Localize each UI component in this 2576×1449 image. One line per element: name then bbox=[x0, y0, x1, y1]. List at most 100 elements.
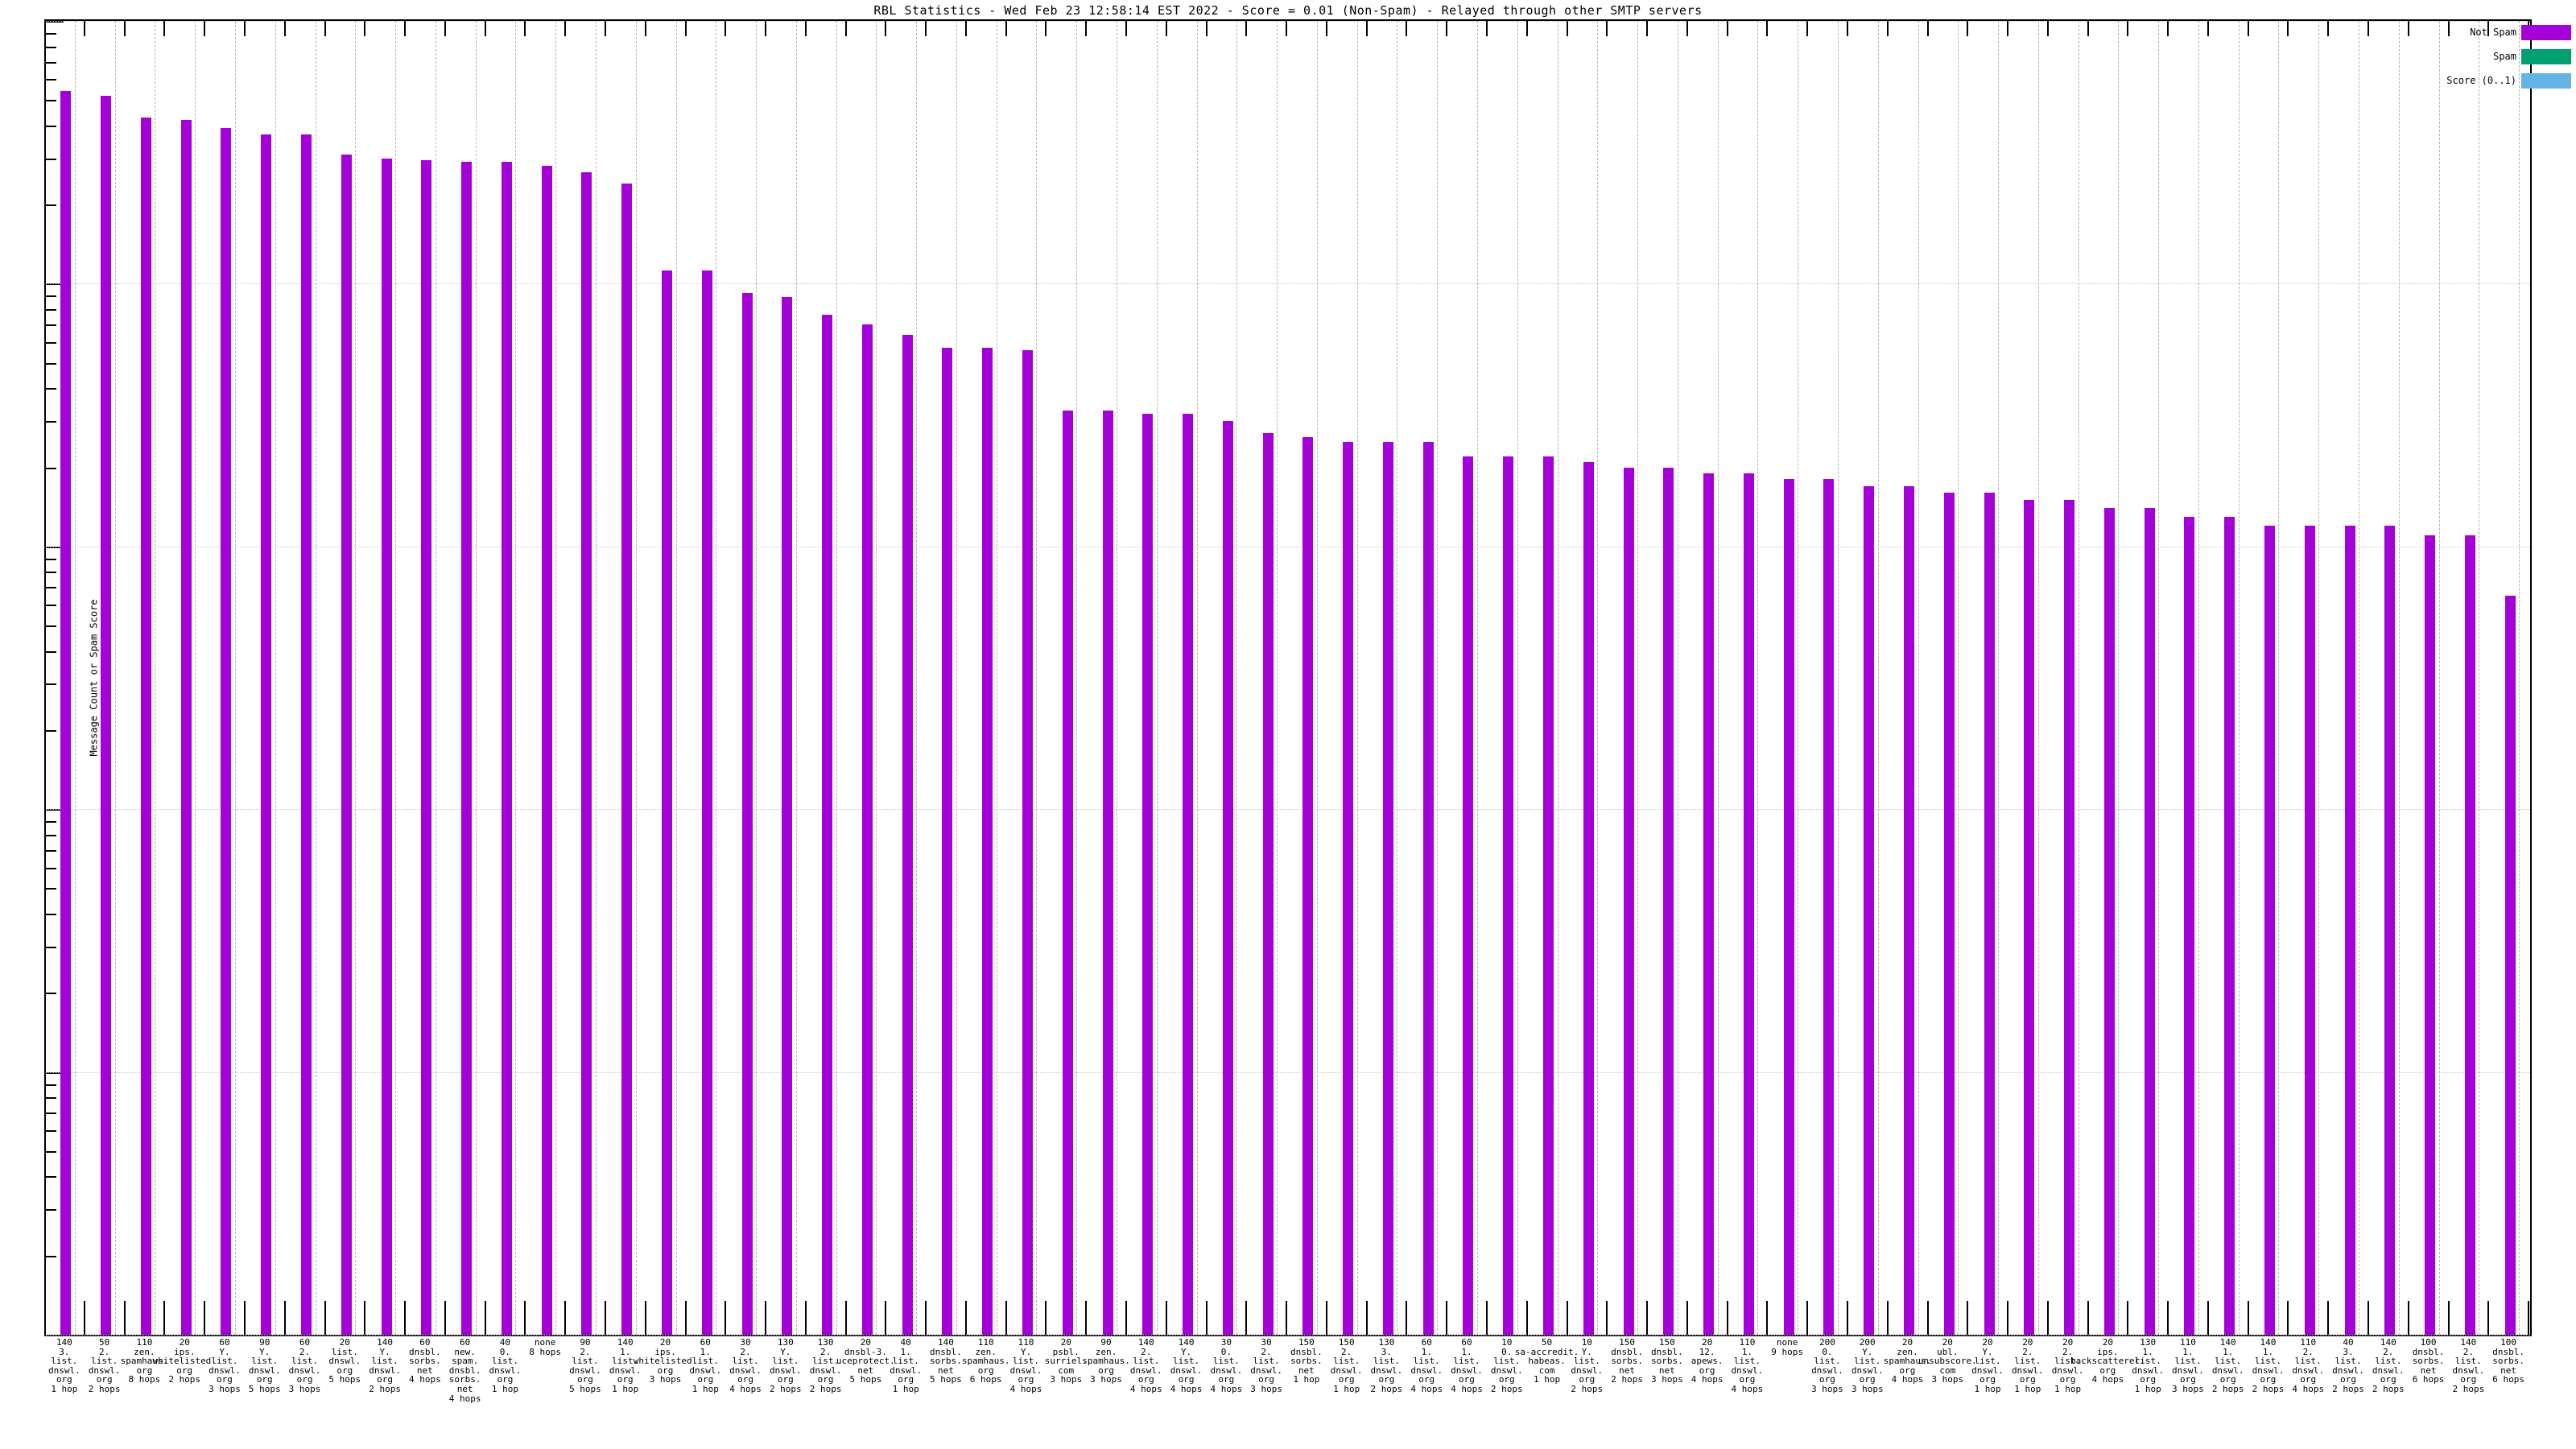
bar[interactable] bbox=[1783, 479, 1794, 1335]
x-gridline bbox=[275, 21, 276, 1335]
bar[interactable] bbox=[982, 348, 993, 1335]
bar[interactable] bbox=[1142, 413, 1154, 1335]
bar[interactable] bbox=[782, 296, 793, 1335]
bar[interactable] bbox=[2504, 595, 2516, 1335]
x-axis-label-line: org bbox=[1979, 1374, 1996, 1385]
bar[interactable] bbox=[1422, 441, 1434, 1335]
x-axis-label-line: 4 hops bbox=[729, 1383, 762, 1394]
bar[interactable] bbox=[2144, 508, 2155, 1335]
x-axis-label-line: list. bbox=[2054, 1356, 2082, 1367]
bar[interactable] bbox=[2184, 516, 2195, 1335]
x-axis-label-line: 140 bbox=[937, 1337, 954, 1348]
bar[interactable] bbox=[1623, 467, 1634, 1335]
bar[interactable] bbox=[1583, 461, 1594, 1335]
x-axis-tick-top bbox=[123, 20, 126, 36]
bar[interactable] bbox=[1343, 441, 1354, 1335]
x-gridline bbox=[355, 21, 357, 1335]
x-axis-label-line: 20 bbox=[860, 1337, 871, 1348]
bar[interactable] bbox=[701, 270, 712, 1335]
bar[interactable] bbox=[421, 160, 432, 1335]
x-axis-tick-top bbox=[564, 20, 567, 36]
x-axis-label-line: list. bbox=[1212, 1356, 1240, 1367]
legend-item[interactable]: Spam bbox=[2410, 47, 2571, 66]
bar[interactable] bbox=[2384, 525, 2396, 1335]
bar[interactable] bbox=[942, 348, 953, 1335]
bar[interactable] bbox=[2264, 525, 2275, 1335]
bar[interactable] bbox=[60, 91, 72, 1335]
bar[interactable] bbox=[1663, 467, 1674, 1335]
bar[interactable] bbox=[140, 117, 151, 1335]
x-axis-label-line: org bbox=[136, 1364, 153, 1376]
x-axis-label-line: whitelisted. bbox=[633, 1356, 698, 1367]
bar[interactable] bbox=[1743, 473, 1754, 1335]
bar[interactable] bbox=[1183, 413, 1194, 1335]
bar[interactable] bbox=[1984, 493, 1995, 1335]
x-axis-label: 150 2. list. dnswl. org 1 hop bbox=[1331, 1338, 1363, 1394]
bar[interactable] bbox=[1302, 437, 1314, 1335]
x-axis-label-line: list. bbox=[1733, 1356, 1761, 1367]
x-axis-label-line: 1 hop bbox=[691, 1383, 719, 1394]
bar[interactable] bbox=[621, 184, 633, 1335]
x-axis-label-line: 130 bbox=[2140, 1337, 2157, 1348]
x-axis-label-line: 2. bbox=[580, 1346, 591, 1357]
bar[interactable] bbox=[1382, 441, 1393, 1335]
bar[interactable] bbox=[261, 134, 272, 1335]
bar[interactable] bbox=[1703, 473, 1715, 1335]
y-axis-minor-tick bbox=[46, 650, 56, 653]
x-axis-label-line: 100 bbox=[2420, 1337, 2437, 1348]
bar[interactable] bbox=[381, 158, 392, 1335]
x-gridline bbox=[515, 21, 517, 1335]
legend-item[interactable]: Not Spam bbox=[2410, 23, 2571, 42]
bar[interactable] bbox=[1823, 479, 1835, 1335]
bar[interactable] bbox=[861, 324, 873, 1335]
x-axis-label-line: dnswl. bbox=[369, 1364, 401, 1376]
bar[interactable] bbox=[1222, 421, 1233, 1335]
bar[interactable] bbox=[221, 128, 232, 1335]
y-axis-major-tick bbox=[46, 21, 64, 23]
x-axis-label-line: zen. bbox=[1095, 1346, 1117, 1357]
bar[interactable] bbox=[101, 95, 112, 1335]
legend-item[interactable]: Score (0..1) bbox=[2410, 71, 2571, 90]
bar[interactable] bbox=[1904, 485, 1914, 1335]
x-axis-label: 140 1. list. dnswl. org 2 hops bbox=[2252, 1338, 2285, 1394]
bar[interactable] bbox=[1943, 493, 1955, 1335]
bar[interactable] bbox=[1102, 410, 1113, 1335]
bar[interactable] bbox=[2103, 508, 2115, 1335]
bar[interactable] bbox=[2304, 525, 2315, 1335]
x-axis-label-line: 8 hops bbox=[529, 1346, 562, 1357]
x-gridline bbox=[2438, 21, 2440, 1335]
bar[interactable] bbox=[902, 334, 913, 1335]
x-axis-tick bbox=[1926, 1301, 1929, 1335]
bar[interactable] bbox=[1543, 456, 1554, 1335]
bar[interactable] bbox=[822, 315, 833, 1335]
x-axis-label-line: org bbox=[1498, 1374, 1515, 1385]
bar[interactable] bbox=[301, 134, 312, 1335]
bar[interactable] bbox=[1864, 485, 1875, 1335]
bar[interactable] bbox=[2224, 516, 2235, 1335]
bar[interactable] bbox=[2064, 500, 2075, 1335]
bar[interactable] bbox=[1262, 433, 1274, 1335]
x-axis-label-line: dnswl. bbox=[769, 1364, 802, 1376]
bar[interactable] bbox=[2464, 535, 2475, 1335]
bar[interactable] bbox=[1062, 410, 1073, 1335]
bar[interactable] bbox=[501, 162, 512, 1335]
bar[interactable] bbox=[1463, 456, 1474, 1335]
bar[interactable] bbox=[341, 155, 352, 1335]
bar[interactable] bbox=[1503, 456, 1514, 1335]
bar[interactable] bbox=[662, 270, 672, 1335]
x-axis-tick-top bbox=[604, 20, 606, 36]
x-axis-tick bbox=[1205, 1301, 1208, 1335]
bar[interactable] bbox=[541, 166, 552, 1335]
bar[interactable] bbox=[2024, 500, 2035, 1335]
bar[interactable] bbox=[461, 161, 473, 1335]
bar[interactable] bbox=[1022, 349, 1033, 1335]
x-axis-label: 150 dnsbl. sorbs. net 3 hops bbox=[1651, 1338, 1683, 1385]
x-axis-label-line: 2 hops bbox=[809, 1383, 842, 1394]
bar[interactable] bbox=[2344, 525, 2355, 1335]
bar[interactable] bbox=[180, 119, 192, 1335]
bar[interactable] bbox=[581, 172, 592, 1335]
bar[interactable] bbox=[741, 293, 753, 1335]
bar[interactable] bbox=[2425, 535, 2436, 1335]
x-axis-label-line: 12. bbox=[1699, 1346, 1715, 1357]
x-axis-label-line: dnswl. bbox=[88, 1364, 121, 1376]
